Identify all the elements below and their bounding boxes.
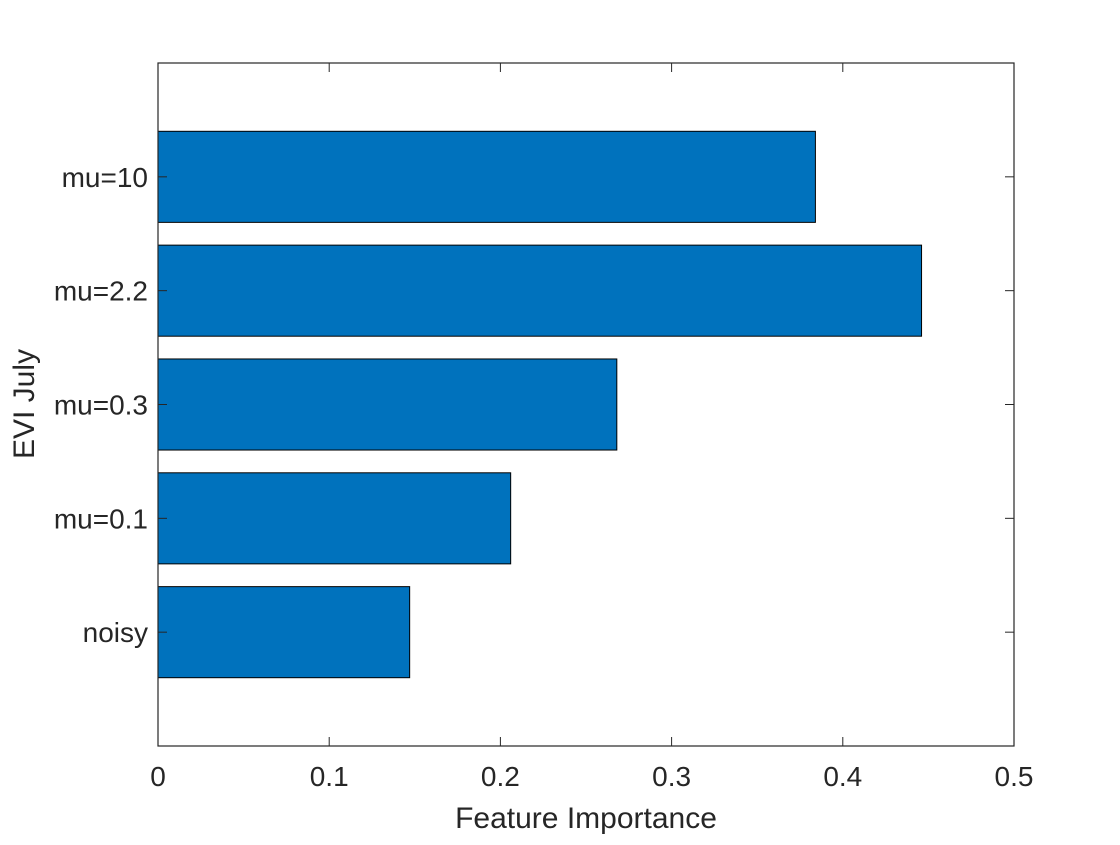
x-axis-label: Feature Importance: [455, 802, 717, 835]
bar-mu=10: [157, 130, 816, 223]
y-axis-label: EVI July: [8, 349, 41, 459]
bar-mu=2.2: [157, 244, 923, 337]
x-tick-label: 0.5: [995, 761, 1034, 792]
y-tick-label: mu=10: [62, 162, 148, 193]
bar-noisy: [157, 586, 411, 679]
y-tick-label: mu=0.1: [54, 503, 148, 534]
x-tick-label: 0: [150, 761, 166, 792]
x-tick-label: 0.4: [823, 761, 862, 792]
bars-layer: [157, 130, 923, 679]
y-tick-label: mu=2.2: [54, 276, 148, 307]
x-tick-label: 0.1: [310, 761, 349, 792]
bar-mu=0.1: [157, 472, 512, 565]
x-tick-label: 0.2: [481, 761, 520, 792]
bar-mu=0.3: [157, 358, 618, 451]
y-tick-label: mu=0.3: [54, 390, 148, 421]
x-tick-labels: 0 0.1 0.2 0.3 0.4 0.5: [150, 761, 1033, 792]
y-tick-labels: noisy mu=0.1 mu=0.3 mu=2.2 mu=10: [54, 162, 148, 648]
ticks-layer: [157, 63, 1015, 746]
x-tick-label: 0.3: [652, 761, 691, 792]
y-tick-label: noisy: [83, 617, 148, 648]
